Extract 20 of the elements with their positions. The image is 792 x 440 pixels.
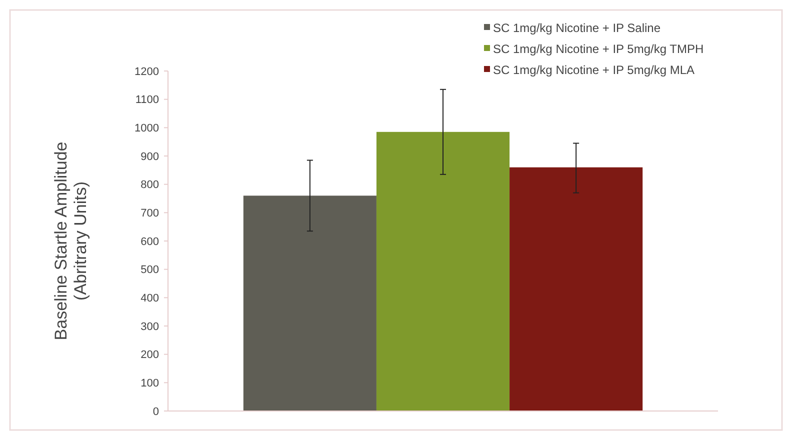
y-tick-label: 100 bbox=[140, 378, 159, 390]
y-tick-label: 700 bbox=[140, 208, 159, 220]
y-tick-label: 300 bbox=[140, 320, 159, 333]
y-tick-label: 1000 bbox=[134, 122, 159, 135]
y-tick-label: 500 bbox=[140, 264, 159, 276]
y-tick-label: 600 bbox=[140, 236, 159, 248]
y-tick-label: 900 bbox=[140, 150, 159, 163]
legend-label: SC 1mg/kg Nicotine + IP Saline bbox=[493, 21, 661, 36]
y-tick-label: 1100 bbox=[135, 94, 159, 106]
y-tick-label: 1200 bbox=[134, 66, 159, 78]
legend-label: SC 1mg/kg Nicotine + IP 5mg/kg TMPH bbox=[493, 42, 704, 56]
legend-label: SC 1mg/kg Nicotine + IP 5mg/kg MLA bbox=[493, 63, 695, 78]
y-tick-label: 200 bbox=[140, 349, 159, 362]
bar bbox=[376, 132, 510, 411]
bar bbox=[243, 196, 376, 411]
bar bbox=[510, 167, 643, 411]
y-tick-label: 800 bbox=[140, 179, 159, 192]
y-axis-title: Baseline Startle Amplitude (Abritrary Units) bbox=[52, 142, 90, 340]
y-tick-label: 400 bbox=[140, 292, 159, 305]
y-tick-label: 0 bbox=[152, 406, 159, 418]
